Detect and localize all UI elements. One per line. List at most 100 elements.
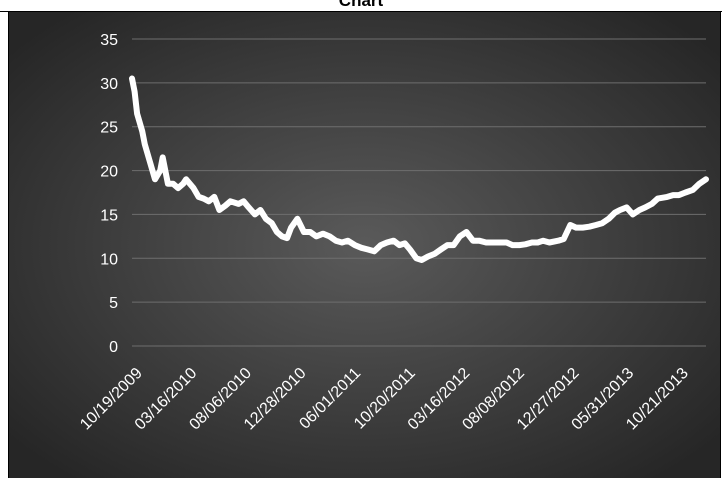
data-point — [574, 225, 579, 230]
data-point — [419, 258, 424, 262]
chart-title: Chart — [338, 0, 384, 10]
data-point — [171, 181, 175, 186]
data-point — [289, 225, 294, 230]
data-point — [314, 234, 319, 239]
data-point — [561, 237, 566, 241]
data-point — [378, 243, 383, 248]
series-layer — [129, 75, 709, 263]
data-point — [690, 187, 695, 192]
data-point — [402, 241, 407, 246]
data-point — [321, 231, 325, 236]
data-point — [606, 216, 611, 221]
data-point — [665, 194, 670, 199]
data-point — [327, 234, 332, 239]
y-tick-label: 15 — [100, 207, 118, 224]
data-point — [510, 243, 515, 248]
y-tick-label: 30 — [100, 76, 118, 93]
data-point — [535, 240, 540, 245]
data-point — [426, 254, 430, 259]
data-point — [352, 243, 357, 248]
data-point — [274, 230, 279, 234]
data-point — [366, 247, 370, 252]
data-point — [160, 155, 165, 160]
data-point — [191, 186, 196, 191]
data-point — [135, 111, 140, 116]
data-point — [301, 230, 306, 234]
data-point — [236, 201, 241, 206]
data-point — [529, 240, 534, 245]
data-point — [471, 238, 475, 243]
data-point — [165, 181, 170, 186]
data-point — [140, 129, 145, 134]
data-point — [372, 249, 377, 254]
data-point — [445, 243, 450, 248]
data-point — [295, 216, 300, 221]
data-point — [285, 236, 290, 241]
data-point — [587, 224, 592, 229]
data-point — [153, 177, 157, 182]
y-tick-label: 20 — [100, 164, 118, 181]
data-point — [258, 208, 263, 212]
data-point — [671, 193, 676, 198]
data-point — [438, 247, 443, 252]
data-point — [252, 212, 257, 217]
data-point — [130, 76, 134, 81]
data-point — [477, 238, 482, 243]
data-point — [142, 142, 147, 147]
data-point — [158, 168, 163, 173]
y-tick-label: 10 — [100, 251, 118, 268]
data-point — [397, 243, 402, 248]
data-point — [223, 203, 228, 208]
data-point — [206, 199, 211, 204]
data-point — [523, 242, 528, 247]
data-point — [212, 194, 217, 199]
data-point — [451, 243, 456, 248]
data-point — [630, 212, 635, 217]
data-point — [643, 205, 648, 210]
data-point — [618, 208, 622, 212]
data-point — [176, 186, 181, 191]
data-point — [184, 177, 189, 182]
data-point — [432, 251, 437, 256]
y-tick-label: 25 — [100, 120, 118, 137]
data-point — [624, 205, 629, 210]
data-point — [147, 159, 152, 164]
data-point — [497, 240, 502, 245]
title-bar: Chart — [0, 0, 722, 12]
data-point — [246, 205, 251, 210]
data-point — [683, 190, 688, 195]
data-point — [580, 225, 585, 230]
data-point — [391, 238, 396, 243]
chart-frame: 0 5 10 15 20 25 30 35 10/19/2009 03/16/2010 08/06… — [8, 12, 721, 478]
data-point — [541, 238, 546, 243]
data-point — [504, 240, 509, 245]
plot-background — [9, 12, 720, 478]
data-point — [517, 243, 522, 248]
data-point — [340, 240, 344, 245]
data-point — [464, 230, 469, 234]
data-point — [241, 199, 246, 204]
data-point — [228, 199, 233, 204]
data-point — [345, 238, 350, 243]
data-point — [484, 240, 489, 245]
data-point — [308, 230, 313, 234]
data-point — [333, 238, 338, 243]
data-point — [556, 238, 561, 243]
y-axis-ticks: 0 5 10 15 20 25 30 35 — [100, 32, 118, 356]
data-point — [414, 256, 419, 261]
data-point — [201, 196, 206, 201]
data-point — [491, 240, 496, 245]
data-point — [568, 223, 573, 227]
data-point — [263, 216, 268, 221]
data-point — [655, 196, 660, 201]
data-point — [637, 208, 642, 212]
data-point — [612, 210, 617, 215]
data-point — [269, 221, 274, 226]
data-point — [547, 240, 552, 245]
y-tick-label: 0 — [109, 339, 118, 356]
data-point — [132, 89, 137, 94]
data-point — [196, 194, 201, 199]
data-point — [457, 234, 462, 239]
data-point — [217, 208, 222, 212]
